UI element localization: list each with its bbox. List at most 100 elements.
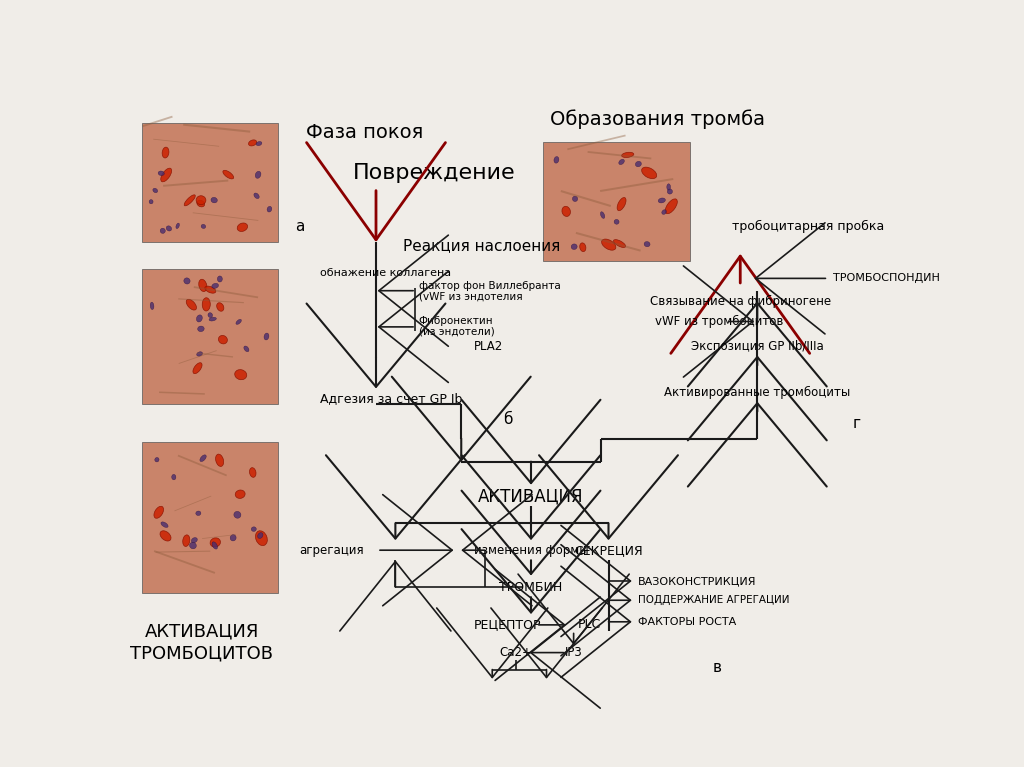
Ellipse shape	[251, 527, 256, 532]
Ellipse shape	[160, 229, 165, 233]
Ellipse shape	[223, 170, 233, 179]
Ellipse shape	[666, 199, 677, 214]
Ellipse shape	[217, 276, 222, 282]
Text: фактор фон Виллебранта: фактор фон Виллебранта	[419, 281, 560, 291]
Text: PLC: PLC	[578, 618, 601, 631]
Ellipse shape	[618, 160, 625, 165]
Ellipse shape	[160, 531, 171, 541]
Text: PLA2: PLA2	[474, 340, 503, 353]
Text: б: б	[503, 412, 512, 426]
Text: Ca2+: Ca2+	[499, 646, 531, 659]
Ellipse shape	[234, 370, 247, 380]
Ellipse shape	[249, 140, 257, 146]
Ellipse shape	[244, 346, 249, 352]
Ellipse shape	[642, 167, 656, 179]
Ellipse shape	[197, 352, 203, 356]
Ellipse shape	[205, 286, 216, 293]
Ellipse shape	[571, 244, 578, 249]
Ellipse shape	[155, 457, 159, 462]
Text: (из эндотели): (из эндотели)	[419, 327, 495, 337]
Ellipse shape	[644, 242, 650, 247]
Ellipse shape	[186, 299, 197, 310]
Ellipse shape	[176, 223, 179, 229]
Ellipse shape	[662, 209, 667, 214]
Ellipse shape	[255, 531, 267, 545]
Ellipse shape	[635, 161, 641, 166]
Text: (vWF из эндотелия: (vWF из эндотелия	[419, 291, 522, 301]
Ellipse shape	[580, 243, 586, 252]
Text: в: в	[713, 660, 722, 676]
Ellipse shape	[238, 223, 248, 232]
Ellipse shape	[668, 189, 673, 194]
Ellipse shape	[613, 239, 626, 248]
Ellipse shape	[201, 225, 206, 229]
Ellipse shape	[196, 511, 201, 515]
Ellipse shape	[189, 542, 197, 549]
Text: Реакция наслоения: Реакция наслоения	[403, 239, 560, 254]
Text: Активированные тромбоциты: Активированные тромбоциты	[665, 386, 850, 399]
Ellipse shape	[153, 188, 158, 193]
Ellipse shape	[209, 318, 216, 321]
Ellipse shape	[600, 212, 605, 219]
Text: агрегация: агрегация	[300, 544, 365, 557]
Ellipse shape	[562, 206, 570, 216]
Text: г: г	[852, 416, 860, 430]
Ellipse shape	[218, 335, 227, 344]
Text: РЕЦЕПТОР: РЕЦЕПТОР	[474, 618, 542, 631]
Ellipse shape	[158, 171, 164, 176]
Ellipse shape	[554, 156, 559, 163]
Ellipse shape	[212, 542, 217, 549]
Text: Экспозиция GP IIb/IIIa: Экспозиция GP IIb/IIIa	[691, 340, 823, 353]
Text: АКТИВАЦИЯ: АКТИВАЦИЯ	[478, 487, 584, 505]
Ellipse shape	[614, 219, 620, 224]
Text: АКТИВАЦИЯ
ТРОМБОЦИТОВ: АКТИВАЦИЯ ТРОМБОЦИТОВ	[130, 623, 273, 663]
Ellipse shape	[256, 141, 262, 146]
Text: изменения формы: изменения формы	[474, 544, 589, 557]
Ellipse shape	[172, 474, 176, 480]
Ellipse shape	[658, 198, 666, 203]
Text: ТРОМБОСПОНДИН: ТРОМБОСПОНДИН	[834, 273, 940, 283]
Text: Связывание на фибриногене: Связывание на фибриногене	[649, 295, 830, 308]
Ellipse shape	[212, 283, 218, 288]
Text: а: а	[295, 219, 304, 234]
Ellipse shape	[208, 313, 213, 318]
Ellipse shape	[250, 468, 256, 477]
Ellipse shape	[233, 512, 241, 518]
Ellipse shape	[236, 490, 245, 499]
Text: Фибронектин: Фибронектин	[419, 317, 494, 327]
Ellipse shape	[267, 206, 271, 212]
FancyBboxPatch shape	[142, 269, 278, 404]
FancyBboxPatch shape	[543, 142, 690, 262]
Ellipse shape	[197, 200, 205, 207]
Ellipse shape	[150, 199, 153, 204]
Ellipse shape	[622, 153, 634, 157]
Ellipse shape	[264, 333, 269, 340]
FancyBboxPatch shape	[142, 443, 278, 593]
Ellipse shape	[617, 198, 626, 211]
Ellipse shape	[184, 278, 190, 284]
Ellipse shape	[161, 168, 172, 182]
Text: ВАЗОКОНСТРИКЦИЯ: ВАЗОКОНСТРИКЦИЯ	[638, 576, 757, 586]
Ellipse shape	[230, 535, 237, 541]
Ellipse shape	[199, 279, 207, 291]
Text: ПОДДЕРЖАНИЕ АГРЕГАЦИИ: ПОДДЕРЖАНИЕ АГРЕГАЦИИ	[638, 595, 790, 605]
Text: тробоцитарная пробка: тробоцитарная пробка	[732, 220, 885, 233]
Ellipse shape	[151, 302, 154, 310]
Ellipse shape	[601, 239, 615, 250]
Ellipse shape	[211, 197, 217, 202]
Ellipse shape	[191, 538, 198, 543]
Text: Повреждение: Повреждение	[352, 163, 515, 183]
Text: ТРОМБИН: ТРОМБИН	[500, 581, 562, 594]
Ellipse shape	[154, 506, 164, 518]
Text: СЕКРЕЦИЯ: СЕКРЕЦИЯ	[574, 544, 643, 557]
Ellipse shape	[236, 319, 242, 324]
Ellipse shape	[166, 225, 172, 231]
Ellipse shape	[184, 195, 196, 206]
Text: Образования тромба: Образования тромба	[550, 109, 765, 129]
Ellipse shape	[667, 184, 671, 190]
Text: обнажение коллагена: обнажение коллагена	[321, 268, 452, 278]
Ellipse shape	[254, 193, 259, 199]
Ellipse shape	[217, 303, 224, 311]
Text: ФАКТОРЫ РОСТА: ФАКТОРЫ РОСТА	[638, 617, 736, 627]
Ellipse shape	[258, 532, 263, 538]
